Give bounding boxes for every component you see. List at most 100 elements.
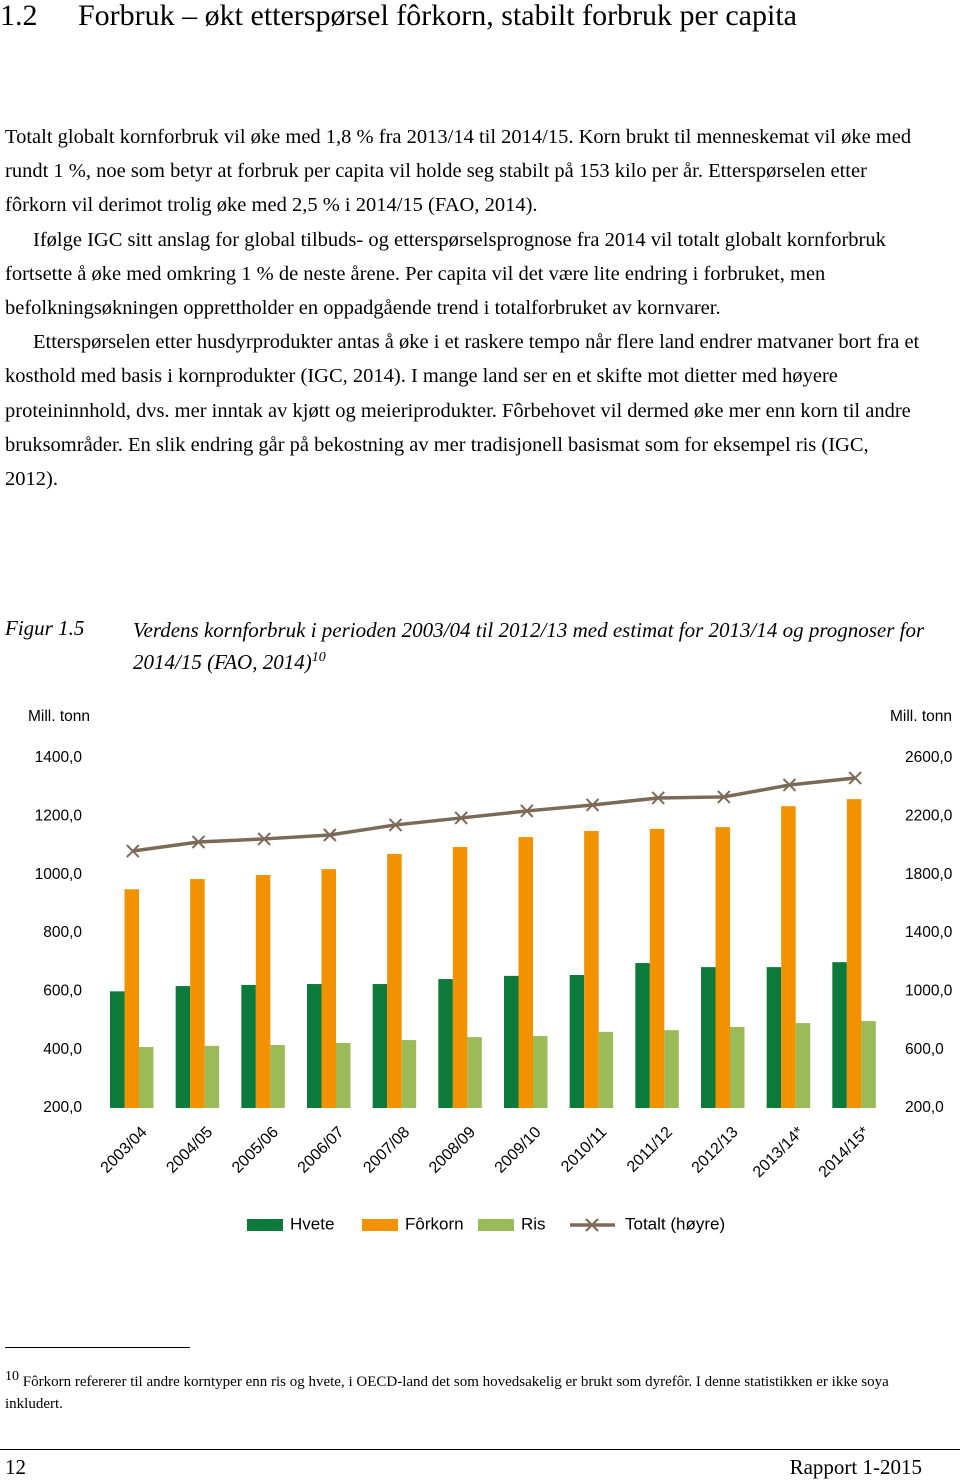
legend-label: Hvete (290, 1214, 334, 1233)
y-tick-label: 800,0 (43, 924, 82, 941)
y2-tick-label: 2600,0 (905, 749, 953, 766)
x-tick-label: 2010/11 (558, 1124, 610, 1176)
footer-rule (0, 1449, 960, 1450)
line-marker (257, 832, 271, 846)
line-marker (782, 778, 797, 792)
heading-title: Forbruk – økt etterspørsel fôrkorn, stab… (78, 0, 797, 32)
line-marker (717, 790, 731, 804)
bar (336, 1042, 351, 1108)
line-marker (651, 791, 665, 805)
caption-text: Verdens kornforbruk i perioden 2003/04 t… (133, 618, 925, 674)
x-tick-label: 2004/05 (163, 1124, 216, 1177)
bar (307, 984, 322, 1108)
y2-axis-title: Mill. tonn (890, 708, 952, 725)
y2-tick-label: 1400,0 (905, 924, 953, 941)
legend-label: Totalt (høyre) (625, 1214, 725, 1233)
x-tick-label: 2012/13 (689, 1124, 742, 1177)
line-marker (126, 844, 140, 858)
bar (649, 828, 665, 1108)
bar (467, 1037, 482, 1108)
bar (846, 799, 862, 1108)
paragraph: Etterspørselen etter husdyrprodukter ant… (5, 331, 920, 491)
bar (584, 830, 599, 1108)
y-tick-label: 200,0 (43, 1099, 82, 1116)
bar (438, 979, 453, 1108)
bar (861, 1021, 876, 1108)
bar (452, 846, 468, 1108)
bar (321, 869, 336, 1108)
x-tick-label: 2009/10 (492, 1124, 545, 1177)
y2-tick-label: 1800,0 (905, 866, 953, 883)
legend-label: Ris (521, 1214, 546, 1233)
bar (518, 837, 533, 1108)
bar (110, 991, 125, 1108)
bar (730, 1026, 745, 1108)
line-marker (454, 811, 468, 825)
footnote-ref: 10 (311, 650, 326, 665)
legend-swatch (362, 1219, 398, 1231)
page-number: 12 (5, 1455, 26, 1479)
legend-label: Fôrkorn (405, 1214, 464, 1233)
figure-label: Figur 1.5 (5, 616, 85, 640)
line-marker (520, 804, 534, 818)
footnote-rule (5, 1347, 190, 1348)
body-text: Totalt globalt kornforbruk vil øke med 1… (5, 120, 920, 496)
x-tick-label: 2007/08 (360, 1124, 413, 1177)
x-tick-label: 2003/04 (98, 1124, 151, 1177)
bar (387, 853, 402, 1108)
bar (139, 1047, 154, 1108)
bar (635, 963, 650, 1108)
bar (598, 1031, 614, 1108)
bar (401, 1040, 417, 1108)
line-marker (848, 771, 862, 785)
paragraph: Ifølge IGC sitt anslag for global tilbud… (5, 228, 886, 320)
heading: 1.2 Forbruk – økt etterspørsel fôrkorn, s… (0, 0, 880, 37)
footnote-text: Fôrkorn refererer til andre korntyper en… (5, 1374, 889, 1412)
chart: Mill. tonn Mill. tonn 200,0 400,0 600,0 800… (28, 708, 953, 1233)
y-tick-label: 1000,0 (35, 866, 83, 883)
figure-caption: Verdens kornforbruk i perioden 2003/04 t… (133, 616, 933, 676)
y-tick-label: 1400,0 (35, 749, 83, 766)
x-tick-label: 2013/14* (750, 1124, 807, 1181)
line-marker (191, 835, 206, 849)
bar (795, 1023, 811, 1108)
x-tick-label: 2005/06 (229, 1124, 282, 1177)
bar (766, 967, 782, 1108)
legend-swatch (478, 1219, 514, 1231)
bar (781, 806, 796, 1108)
y-tick-label: 400,0 (43, 1041, 82, 1058)
y2-tick-label: 1000,0 (905, 982, 953, 999)
bar (124, 889, 139, 1108)
x-tick-label: 2006/07 (295, 1124, 348, 1177)
bar (255, 874, 271, 1108)
y2-tick-label: 200,0 (905, 1099, 944, 1116)
bar (372, 984, 388, 1108)
x-tick-label: 2008/09 (426, 1124, 479, 1177)
bar (715, 827, 730, 1108)
bar (241, 984, 256, 1108)
bar (190, 879, 205, 1108)
bar (504, 975, 519, 1108)
bar (569, 975, 585, 1108)
bar (175, 986, 191, 1108)
footnote: 10 Fôrkorn refererer til andre korntyper… (5, 1366, 905, 1415)
footnote-number: 10 (5, 1369, 19, 1384)
y-tick-label: 600,0 (43, 982, 82, 999)
line-marker (585, 798, 600, 812)
x-tick-label: 2011/12 (624, 1124, 676, 1176)
report-name: Rapport 1-2015 (789, 1455, 922, 1479)
legend-marker (585, 1218, 599, 1232)
bar (701, 967, 716, 1108)
paragraph: Totalt globalt kornforbruk vil øke med 1… (5, 126, 912, 217)
line-marker (323, 828, 337, 842)
legend-swatch (247, 1219, 283, 1231)
y-axis-title: Mill. tonn (28, 708, 90, 725)
line-marker (388, 818, 403, 832)
bar (204, 1045, 220, 1108)
y2-tick-label: 600,0 (905, 1041, 944, 1058)
bar (832, 962, 847, 1108)
y-tick-label: 1200,0 (35, 807, 83, 824)
y2-tick-label: 2200,0 (905, 807, 953, 824)
bar (270, 1045, 285, 1108)
